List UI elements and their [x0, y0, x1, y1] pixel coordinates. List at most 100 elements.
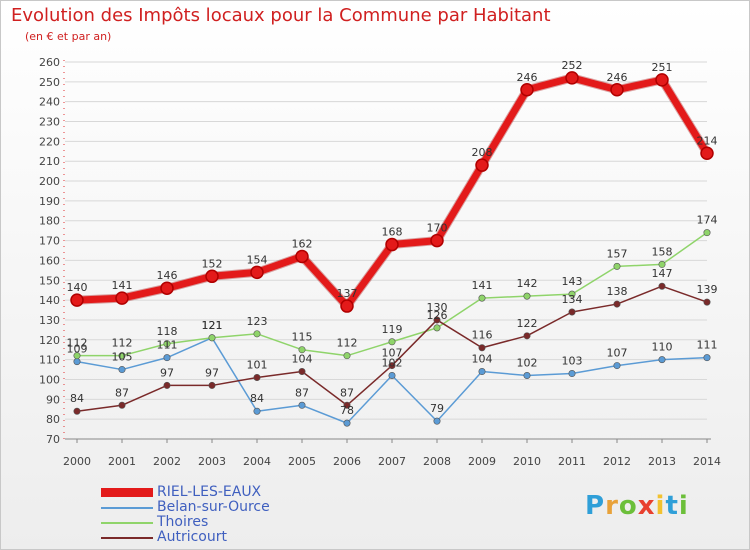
x-tick-label: 2010 [513, 455, 541, 468]
data-label-autricourt: 138 [607, 285, 628, 298]
y-tick-label: 120 [39, 334, 60, 347]
data-point-riel-les-eaux [610, 83, 624, 97]
legend: RIEL-LES-EAUX Belan-sur-Ource Thoires Au… [101, 484, 401, 545]
y-tick-label: 130 [39, 314, 60, 327]
data-label-belan-sur-ource: 111 [157, 339, 178, 352]
y-tick-label: 200 [39, 175, 60, 188]
line-chart: 7080901001101201301401501601701801902002… [39, 56, 721, 468]
data-point-thoires [208, 334, 216, 342]
data-label-thoires: 157 [607, 247, 628, 260]
data-label-thoires: 123 [247, 315, 268, 328]
data-label-autricourt: 84 [70, 392, 84, 405]
data-point-riel-les-eaux [115, 291, 129, 305]
x-tick-label: 2002 [153, 455, 181, 468]
data-label-belan-sur-ource: 79 [430, 402, 444, 415]
data-label-riel-les-eaux: 168 [382, 226, 403, 239]
data-point-thoires [613, 262, 621, 270]
y-tick-label: 190 [39, 195, 60, 208]
y-tick-label: 80 [46, 413, 60, 426]
x-tick-label: 2003 [198, 455, 226, 468]
y-tick-label: 100 [39, 373, 60, 386]
y-tick-label: 180 [39, 215, 60, 228]
x-tick-label: 2007 [378, 455, 406, 468]
data-point-thoires [118, 352, 126, 360]
legend-swatch-autricourt [101, 537, 153, 539]
y-tick-label: 70 [46, 433, 60, 446]
data-point-belan-sur-ource [568, 370, 576, 378]
data-point-riel-les-eaux [160, 281, 174, 295]
data-point-autricourt [523, 332, 531, 340]
data-label-belan-sur-ource: 102 [517, 357, 538, 370]
data-label-riel-les-eaux: 146 [157, 269, 178, 282]
data-label-riel-les-eaux: 208 [472, 146, 493, 159]
y-tick-label: 160 [39, 254, 60, 267]
data-label-belan-sur-ource: 78 [340, 404, 354, 417]
y-tick-label: 170 [39, 235, 60, 248]
legend-item-riel-les-eaux[interactable]: RIEL-LES-EAUX [101, 484, 401, 500]
data-label-autricourt: 87 [115, 386, 129, 399]
data-point-thoires [478, 294, 486, 302]
data-point-autricourt [568, 308, 576, 316]
logo-letter: r [605, 491, 619, 521]
data-point-riel-les-eaux [700, 146, 714, 161]
legend-item-autricourt[interactable]: Autricourt [101, 529, 401, 545]
data-point-autricourt [73, 407, 81, 415]
y-tick-label: 220 [39, 135, 60, 148]
legend-item-thoires[interactable]: Thoires [101, 514, 401, 530]
y-tick-label: 260 [39, 56, 60, 69]
data-point-belan-sur-ource [253, 407, 261, 415]
data-label-autricourt: 116 [472, 329, 493, 342]
data-point-thoires [703, 229, 711, 237]
data-label-thoires: 126 [427, 309, 448, 322]
data-point-riel-les-eaux [520, 83, 534, 97]
data-label-belan-sur-ource: 87 [295, 386, 309, 399]
data-label-autricourt: 97 [205, 366, 219, 379]
logo-letter: i [655, 491, 666, 521]
data-label-riel-les-eaux: 137 [337, 287, 358, 300]
data-label-autricourt: 134 [562, 293, 583, 306]
data-label-thoires: 119 [382, 323, 403, 336]
data-point-thoires [298, 346, 306, 354]
data-point-belan-sur-ource [118, 366, 126, 374]
data-point-belan-sur-ource [523, 372, 531, 380]
data-label-autricourt: 101 [247, 358, 268, 371]
x-tick-label: 2000 [63, 455, 91, 468]
data-label-riel-les-eaux: 152 [202, 257, 223, 270]
data-label-belan-sur-ource: 121 [202, 319, 223, 332]
data-point-riel-les-eaux [430, 233, 444, 248]
data-label-riel-les-eaux: 252 [562, 59, 583, 72]
data-label-riel-les-eaux: 170 [427, 222, 448, 235]
y-tick-label: 210 [39, 155, 60, 168]
data-label-thoires: 115 [292, 331, 313, 344]
data-point-riel-les-eaux [250, 265, 264, 280]
logo-letter: i [678, 491, 689, 521]
data-label-riel-les-eaux: 154 [247, 253, 268, 266]
proxiti-logo: Proxiti [585, 491, 689, 521]
y-tick-label: 240 [39, 96, 60, 109]
data-point-autricourt [343, 401, 351, 409]
x-tick-label: 2001 [108, 455, 136, 468]
data-point-thoires [658, 260, 666, 268]
legend-swatch-belan-sur-ource [101, 507, 153, 509]
data-point-thoires [253, 330, 261, 338]
data-label-belan-sur-ource: 84 [250, 392, 264, 405]
data-point-autricourt [478, 344, 486, 352]
data-point-autricourt [298, 368, 306, 376]
data-label-autricourt: 107 [382, 347, 403, 360]
data-point-belan-sur-ource [433, 417, 441, 425]
data-label-autricourt: 147 [652, 267, 673, 280]
legend-label-thoires: Thoires [157, 514, 209, 530]
legend-label-belan-sur-ource: Belan-sur-Ource [157, 499, 270, 515]
y-tick-label: 110 [39, 354, 60, 367]
data-point-autricourt [163, 381, 171, 389]
data-label-thoires: 112 [112, 337, 133, 350]
data-label-riel-les-eaux: 162 [292, 237, 313, 250]
data-label-riel-les-eaux: 140 [67, 281, 88, 294]
legend-item-belan-sur-ource[interactable]: Belan-sur-Ource [101, 499, 401, 515]
data-label-autricourt: 130 [427, 301, 448, 314]
y-tick-label: 90 [46, 393, 60, 406]
logo-letter: P [585, 491, 606, 521]
data-point-riel-les-eaux [70, 293, 84, 307]
y-tick-label: 230 [39, 116, 60, 129]
